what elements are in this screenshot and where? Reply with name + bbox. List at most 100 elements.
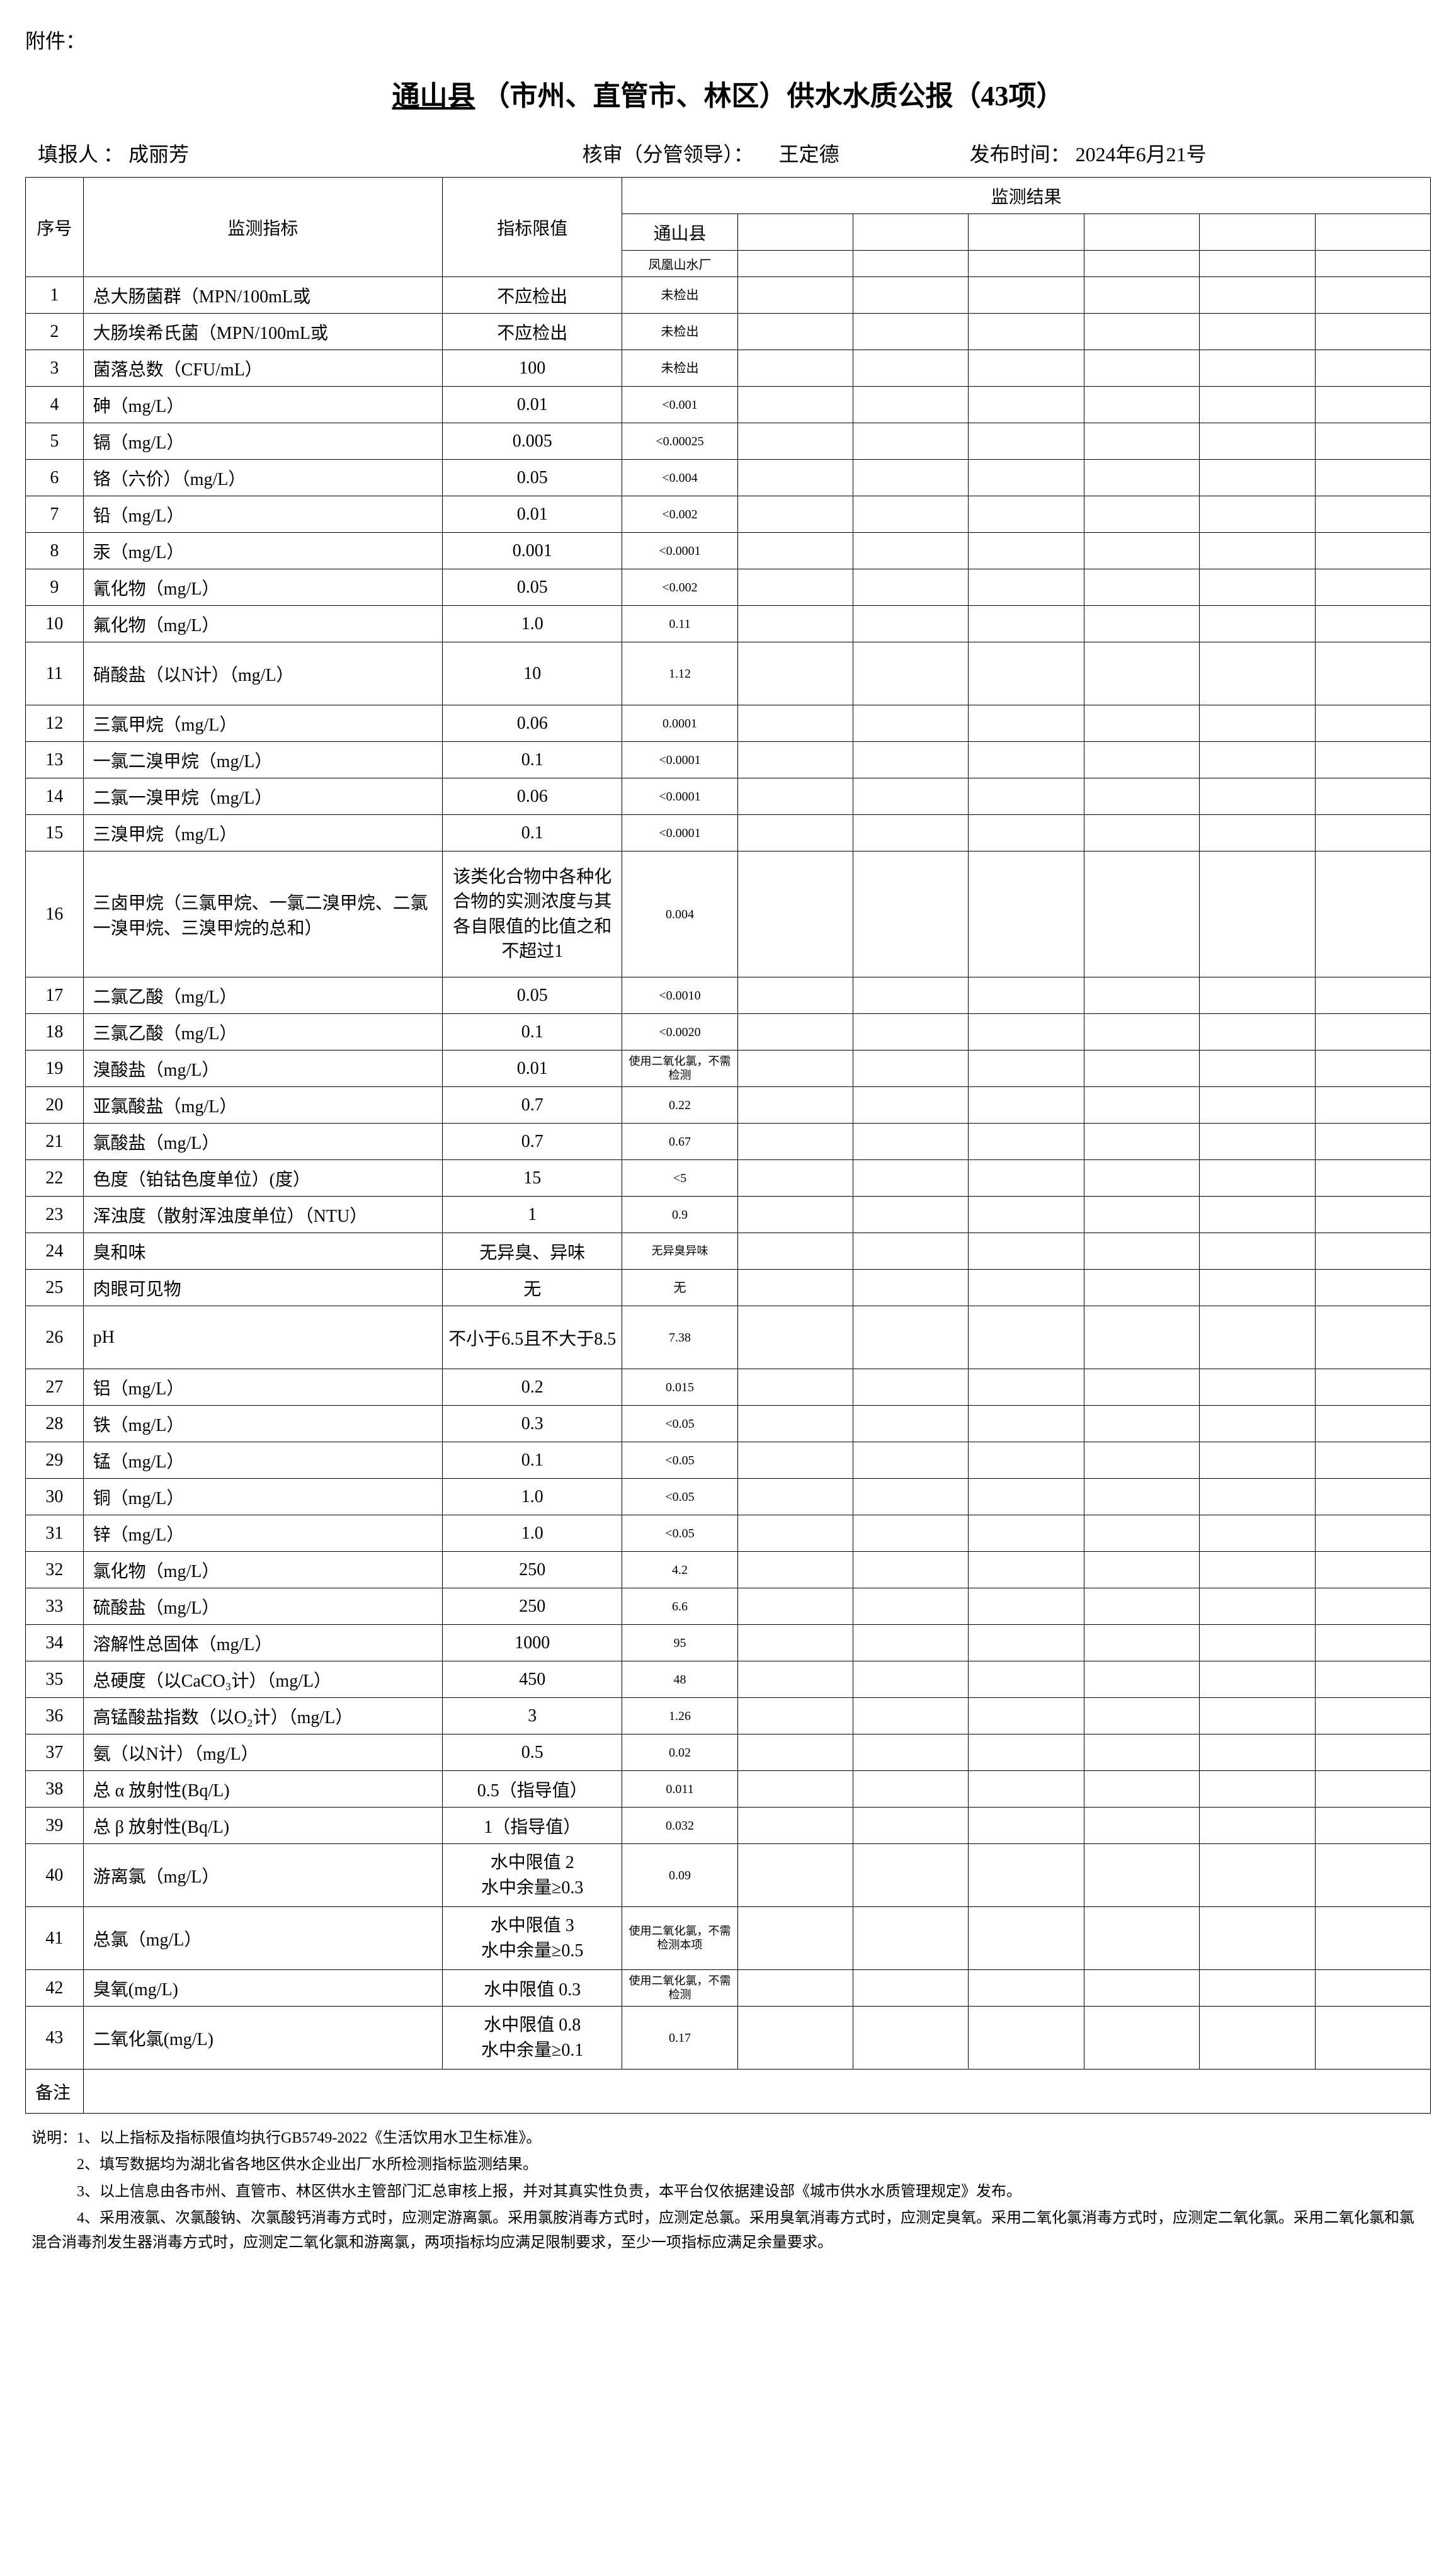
table-row: 5镉（mg/L）0.005<0.00025 <box>26 423 1431 460</box>
cell-empty <box>853 1087 969 1124</box>
cell-empty <box>1084 977 1199 1014</box>
note-line: 3、以上信息由各市州、直管市、林区供水主管部门汇总审核上报，并对其真实性负责，本… <box>31 2180 1425 2204</box>
cell-empty <box>737 423 853 460</box>
cell-empty <box>737 815 853 851</box>
cell-empty <box>853 314 969 350</box>
cell-limit: 0.05 <box>443 977 622 1014</box>
cell-empty <box>969 1270 1084 1306</box>
cell-empty <box>1315 1270 1431 1306</box>
cell-empty <box>969 1552 1084 1588</box>
cell-empty <box>853 1844 969 1907</box>
reporter-name: 成丽芳 <box>128 143 189 166</box>
table-row: 27铝（mg/L）0.20.015 <box>26 1369 1431 1406</box>
cell-empty <box>853 423 969 460</box>
cell-result: <0.0010 <box>622 977 737 1014</box>
table-row: 10氟化物（mg/L）1.00.11 <box>26 606 1431 642</box>
cell-empty <box>737 1515 853 1552</box>
table-row: 39总 β 放射性(Bq/L)1（指导值）0.032 <box>26 1808 1431 1844</box>
cell-indicator: 二氧化氯(mg/L) <box>83 2007 442 2070</box>
cell-seq: 1 <box>26 277 84 314</box>
cell-empty <box>853 1197 969 1233</box>
cell-empty <box>969 742 1084 778</box>
cell-limit: 水中限值 3水中余量≥0.5 <box>443 1907 622 1970</box>
cell-seq: 27 <box>26 1369 84 1406</box>
cell-empty <box>853 350 969 387</box>
cell-empty <box>1200 815 1315 851</box>
cell-limit: 0.3 <box>443 1406 622 1442</box>
cell-empty <box>1315 1970 1431 2007</box>
note-line: 说明：1、以上指标及指标限值均执行GB5749-2022《生活饮用水卫生标准》。 <box>31 2126 1425 2150</box>
cell-empty <box>1200 1661 1315 1698</box>
pubtime-value: 2024年6月21号 <box>1076 143 1207 166</box>
cell-empty <box>1315 1771 1431 1808</box>
cell-empty <box>853 1014 969 1051</box>
cell-indicator: 硫酸盐（mg/L） <box>83 1588 442 1625</box>
table-row: 12三氯甲烷（mg/L）0.060.0001 <box>26 705 1431 742</box>
cell-empty <box>1200 1552 1315 1588</box>
cell-result: 0.22 <box>622 1087 737 1124</box>
cell-empty <box>737 1661 853 1698</box>
cell-empty <box>1315 642 1431 705</box>
cell-limit: 15 <box>443 1160 622 1197</box>
cell-limit: 0.01 <box>443 496 622 533</box>
header-empty <box>1200 251 1315 277</box>
cell-seq: 4 <box>26 387 84 423</box>
cell-result: 无异臭异味 <box>622 1233 737 1270</box>
cell-empty <box>1200 606 1315 642</box>
cell-empty <box>1084 742 1199 778</box>
cell-empty <box>853 569 969 606</box>
cell-limit: 10 <box>443 642 622 705</box>
table-row: 32氯化物（mg/L）2504.2 <box>26 1552 1431 1588</box>
cell-empty <box>737 742 853 778</box>
cell-result: <5 <box>622 1160 737 1197</box>
cell-empty <box>1200 533 1315 569</box>
cell-indicator: 总硬度（以CaCO₃计）（mg/L） <box>83 1661 442 1698</box>
cell-seq: 8 <box>26 533 84 569</box>
cell-empty <box>1315 815 1431 851</box>
cell-seq: 15 <box>26 815 84 851</box>
cell-empty <box>1315 977 1431 1014</box>
cell-empty <box>1084 1270 1199 1306</box>
page-title: 通山县 （市州、直管市、林区）供水水质公报（43项） <box>25 73 1431 113</box>
cell-indicator: 氯酸盐（mg/L） <box>83 1124 442 1160</box>
cell-empty <box>737 1479 853 1515</box>
cell-empty <box>1315 1442 1431 1479</box>
table-row: 17二氯乙酸（mg/L）0.05<0.0010 <box>26 977 1431 1014</box>
table-row: 29锰（mg/L）0.1<0.05 <box>26 1442 1431 1479</box>
cell-seq: 24 <box>26 1233 84 1270</box>
header-empty <box>853 214 969 251</box>
auditor-label: 核审（分管领导）： <box>583 143 754 166</box>
table-row: 8汞（mg/L）0.001<0.0001 <box>26 533 1431 569</box>
cell-result: 4.2 <box>622 1552 737 1588</box>
cell-empty <box>1200 350 1315 387</box>
cell-empty <box>853 1479 969 1515</box>
cell-empty <box>853 1771 969 1808</box>
cell-empty <box>853 1734 969 1771</box>
cell-result: 0.9 <box>622 1197 737 1233</box>
cell-empty <box>1200 1808 1315 1844</box>
cell-empty <box>1084 1406 1199 1442</box>
reporter-label: 填报人 ： <box>38 143 123 166</box>
cell-empty <box>1315 314 1431 350</box>
cell-empty <box>1315 1844 1431 1907</box>
table-row: 24臭和味无异臭、异味无异臭异味 <box>26 1233 1431 1270</box>
cell-result: <0.00025 <box>622 423 737 460</box>
cell-empty <box>1315 1197 1431 1233</box>
table-row: 22色度（铂钴色度单位）(度）15<5 <box>26 1160 1431 1197</box>
cell-empty <box>1084 1515 1199 1552</box>
cell-limit: 0.7 <box>443 1124 622 1160</box>
cell-seq: 38 <box>26 1771 84 1808</box>
cell-seq: 34 <box>26 1625 84 1661</box>
notes-section: 说明：1、以上指标及指标限值均执行GB5749-2022《生活饮用水卫生标准》。… <box>25 2126 1431 2255</box>
cell-limit: 水中限值 2水中余量≥0.3 <box>443 1844 622 1907</box>
cell-empty <box>1200 742 1315 778</box>
cell-empty <box>737 1014 853 1051</box>
remark-content <box>83 2070 1430 2114</box>
cell-result: 0.17 <box>622 2007 737 2070</box>
cell-limit: 450 <box>443 1661 622 1698</box>
water-quality-table: 序号 监测指标 指标限值 监测结果 通山县 凤凰山水厂 <box>25 177 1431 2114</box>
cell-empty <box>1200 314 1315 350</box>
table-row: 6铬（六价）（mg/L）0.05<0.004 <box>26 460 1431 496</box>
cell-result: 使用二氧化氯，不需检测本项 <box>622 1907 737 1970</box>
table-row: 34溶解性总固体（mg/L）100095 <box>26 1625 1431 1661</box>
